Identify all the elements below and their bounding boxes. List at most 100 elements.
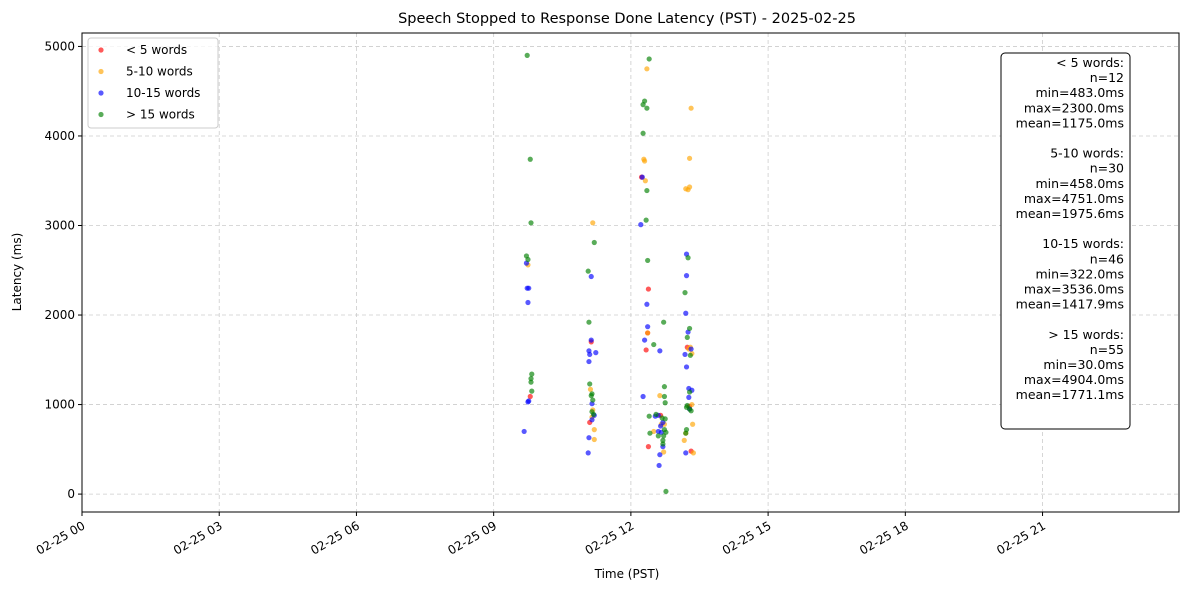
stats-line: mean=1417.9ms bbox=[1016, 297, 1124, 312]
data-point bbox=[657, 393, 663, 399]
data-point bbox=[657, 348, 663, 354]
data-point bbox=[587, 386, 594, 392]
stats-line: max=4904.0ms bbox=[1024, 372, 1124, 387]
data-point bbox=[683, 430, 689, 436]
data-point bbox=[640, 130, 646, 136]
data-point bbox=[661, 449, 667, 455]
stats-line: min=458.0ms bbox=[1035, 176, 1124, 191]
data-point bbox=[585, 450, 591, 456]
data-point bbox=[646, 413, 652, 419]
y-tick-label: 1000 bbox=[44, 398, 75, 412]
legend-marker bbox=[98, 47, 104, 53]
y-tick-label: 5000 bbox=[44, 39, 75, 53]
data-point bbox=[590, 397, 596, 403]
data-point bbox=[687, 352, 693, 358]
data-point bbox=[643, 217, 649, 223]
data-point bbox=[683, 450, 689, 456]
data-point bbox=[587, 381, 593, 387]
data-point bbox=[645, 324, 651, 330]
data-point bbox=[661, 319, 667, 325]
data-point bbox=[528, 220, 534, 226]
data-point bbox=[653, 411, 659, 418]
data-point bbox=[655, 433, 661, 439]
data-point bbox=[686, 155, 693, 161]
data-point bbox=[659, 415, 665, 421]
data-point bbox=[645, 444, 652, 450]
data-points bbox=[521, 52, 696, 495]
legend-label: 5-10 words bbox=[126, 65, 193, 79]
data-point bbox=[642, 337, 648, 343]
data-point bbox=[688, 408, 694, 414]
data-point bbox=[586, 319, 592, 325]
legend-label: > 15 words bbox=[126, 108, 195, 122]
stats-line: n=12 bbox=[1090, 70, 1124, 85]
data-point bbox=[661, 393, 668, 400]
legend: < 5 words 5-10 words 10-15 words > 15 words bbox=[87, 37, 219, 129]
data-point bbox=[656, 462, 662, 469]
data-point bbox=[651, 341, 657, 348]
stats-line: min=30.0ms bbox=[1043, 357, 1124, 372]
stats-line: n=30 bbox=[1090, 161, 1124, 176]
data-point bbox=[529, 371, 535, 377]
data-point bbox=[686, 389, 693, 395]
data-point bbox=[647, 430, 653, 436]
data-point bbox=[640, 393, 646, 400]
data-point bbox=[639, 174, 645, 180]
data-point bbox=[661, 433, 667, 439]
data-point bbox=[644, 301, 650, 307]
series bbox=[523, 52, 694, 495]
data-point bbox=[526, 285, 532, 291]
y-tick-label: 0 bbox=[67, 487, 75, 501]
data-point bbox=[690, 450, 696, 456]
data-point bbox=[588, 393, 594, 399]
stats-group-header: < 5 words: bbox=[1056, 55, 1124, 70]
chart-title: Speech Stopped to Response Done Latency … bbox=[398, 11, 856, 27]
data-point bbox=[586, 358, 592, 365]
data-point bbox=[591, 427, 597, 433]
data-point bbox=[645, 286, 652, 292]
data-point bbox=[683, 364, 690, 370]
data-point bbox=[525, 256, 531, 263]
data-point bbox=[642, 178, 648, 184]
data-point bbox=[689, 401, 695, 408]
data-point bbox=[658, 423, 664, 429]
data-point bbox=[590, 220, 596, 226]
stats-line: mean=1771.1ms bbox=[1016, 387, 1124, 402]
data-point bbox=[526, 398, 532, 404]
data-point bbox=[588, 273, 594, 280]
data-point bbox=[682, 351, 688, 358]
data-point bbox=[521, 428, 527, 435]
data-point bbox=[660, 441, 666, 447]
data-point bbox=[683, 310, 689, 316]
data-point bbox=[683, 273, 690, 279]
data-point bbox=[644, 105, 650, 111]
stats-line: min=322.0ms bbox=[1035, 266, 1124, 281]
data-point bbox=[528, 379, 534, 385]
data-point bbox=[527, 393, 533, 400]
series bbox=[521, 174, 695, 469]
data-point bbox=[644, 187, 650, 194]
data-point bbox=[529, 388, 535, 394]
stats-line: mean=1175.0ms bbox=[1016, 115, 1124, 130]
data-point bbox=[661, 384, 668, 390]
stats-line: min=483.0ms bbox=[1035, 85, 1124, 100]
y-tick-label: 3000 bbox=[44, 218, 75, 232]
stats-line: max=3536.0ms bbox=[1024, 282, 1124, 297]
data-point bbox=[524, 52, 530, 58]
x-axis-label: Time (PST) bbox=[594, 567, 660, 581]
data-point bbox=[657, 452, 663, 458]
data-point bbox=[682, 290, 688, 296]
data-point bbox=[590, 411, 597, 418]
legend-marker bbox=[98, 90, 104, 96]
data-point bbox=[591, 436, 597, 443]
legend-frame bbox=[87, 37, 219, 129]
data-point bbox=[642, 158, 648, 164]
stats-box: < 5 words:n=12min=483.0msmax=2300.0msmea… bbox=[1000, 52, 1131, 430]
stats-group-header: 5-10 words: bbox=[1050, 146, 1124, 161]
data-point bbox=[663, 488, 669, 495]
stats-line: max=4751.0ms bbox=[1024, 191, 1124, 206]
data-point bbox=[644, 66, 650, 72]
y-tick-label: 2000 bbox=[44, 308, 75, 322]
